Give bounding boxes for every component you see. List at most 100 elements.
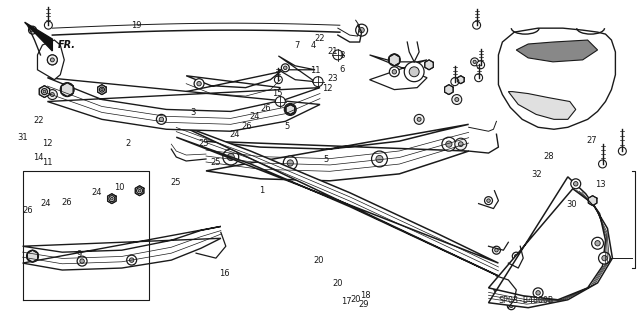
Text: 26: 26: [23, 206, 33, 215]
Circle shape: [60, 83, 74, 97]
Polygon shape: [38, 40, 64, 80]
Circle shape: [138, 189, 141, 192]
Text: SP03-B4800B: SP03-B4800B: [499, 296, 554, 305]
Circle shape: [51, 58, 54, 62]
Text: 1: 1: [259, 186, 264, 195]
Polygon shape: [425, 60, 433, 70]
Polygon shape: [499, 28, 616, 129]
Text: 26: 26: [260, 104, 271, 113]
Text: 12: 12: [42, 139, 52, 148]
Polygon shape: [98, 85, 106, 94]
Polygon shape: [278, 56, 315, 82]
Text: 14: 14: [33, 153, 44, 162]
Circle shape: [409, 67, 419, 77]
Circle shape: [99, 87, 104, 92]
Circle shape: [285, 105, 295, 115]
Circle shape: [376, 155, 383, 163]
Circle shape: [392, 70, 397, 74]
Polygon shape: [39, 85, 49, 98]
Circle shape: [284, 103, 296, 115]
Circle shape: [275, 76, 282, 84]
Text: 26: 26: [242, 122, 252, 131]
Circle shape: [47, 55, 58, 65]
Circle shape: [284, 156, 297, 170]
Polygon shape: [389, 54, 399, 66]
Polygon shape: [176, 123, 499, 276]
Polygon shape: [369, 55, 427, 90]
Text: 8: 8: [339, 51, 344, 60]
Circle shape: [111, 197, 113, 200]
Circle shape: [598, 160, 607, 168]
Text: 23: 23: [328, 74, 338, 83]
Circle shape: [404, 62, 424, 82]
Circle shape: [44, 21, 52, 29]
Circle shape: [495, 249, 498, 252]
Text: 31: 31: [18, 133, 28, 142]
Text: 32: 32: [532, 170, 542, 179]
Polygon shape: [186, 72, 280, 105]
Circle shape: [136, 188, 143, 194]
Text: 9: 9: [76, 250, 81, 259]
Polygon shape: [24, 22, 52, 51]
Text: 24: 24: [92, 188, 102, 197]
Circle shape: [598, 252, 611, 264]
Text: 19: 19: [131, 21, 141, 30]
Polygon shape: [488, 177, 612, 308]
Circle shape: [618, 147, 627, 155]
Circle shape: [43, 90, 45, 93]
Circle shape: [442, 137, 456, 151]
Circle shape: [359, 27, 364, 33]
Circle shape: [484, 197, 493, 204]
Circle shape: [602, 256, 607, 261]
Circle shape: [356, 24, 367, 36]
Circle shape: [477, 61, 484, 69]
Circle shape: [487, 199, 490, 203]
Text: 13: 13: [595, 180, 605, 189]
Text: 6: 6: [339, 65, 344, 74]
Circle shape: [129, 258, 134, 262]
Circle shape: [509, 304, 513, 308]
Circle shape: [392, 57, 397, 63]
Text: FR.: FR.: [58, 40, 76, 50]
Circle shape: [595, 241, 600, 246]
Circle shape: [515, 254, 518, 258]
Circle shape: [533, 288, 543, 298]
Circle shape: [372, 151, 387, 167]
Polygon shape: [61, 83, 73, 97]
Text: 3: 3: [191, 108, 196, 117]
Text: 22: 22: [315, 34, 325, 43]
Circle shape: [47, 55, 58, 65]
Circle shape: [389, 67, 399, 77]
Circle shape: [288, 107, 292, 112]
Circle shape: [77, 256, 87, 266]
Text: 28: 28: [543, 152, 554, 161]
Circle shape: [227, 153, 234, 160]
Circle shape: [451, 78, 459, 85]
Circle shape: [573, 182, 578, 186]
Circle shape: [591, 237, 604, 249]
Text: 21: 21: [328, 48, 338, 56]
Text: 11: 11: [310, 66, 320, 75]
Polygon shape: [135, 186, 144, 196]
Circle shape: [452, 94, 461, 105]
Polygon shape: [458, 76, 464, 84]
Circle shape: [80, 259, 84, 263]
Text: 2: 2: [126, 138, 131, 148]
Circle shape: [414, 115, 424, 124]
Text: 30: 30: [566, 200, 577, 209]
Text: 24: 24: [250, 112, 260, 121]
Polygon shape: [588, 196, 597, 205]
Circle shape: [496, 286, 500, 290]
Polygon shape: [28, 250, 38, 262]
Text: 20: 20: [350, 295, 361, 304]
Circle shape: [313, 77, 323, 87]
Polygon shape: [508, 92, 576, 119]
Text: 27: 27: [586, 136, 597, 145]
Circle shape: [30, 254, 35, 259]
Circle shape: [284, 66, 287, 70]
Circle shape: [156, 115, 166, 124]
Circle shape: [47, 90, 58, 100]
Circle shape: [287, 107, 293, 112]
Circle shape: [287, 160, 293, 166]
Text: 12: 12: [323, 84, 333, 93]
